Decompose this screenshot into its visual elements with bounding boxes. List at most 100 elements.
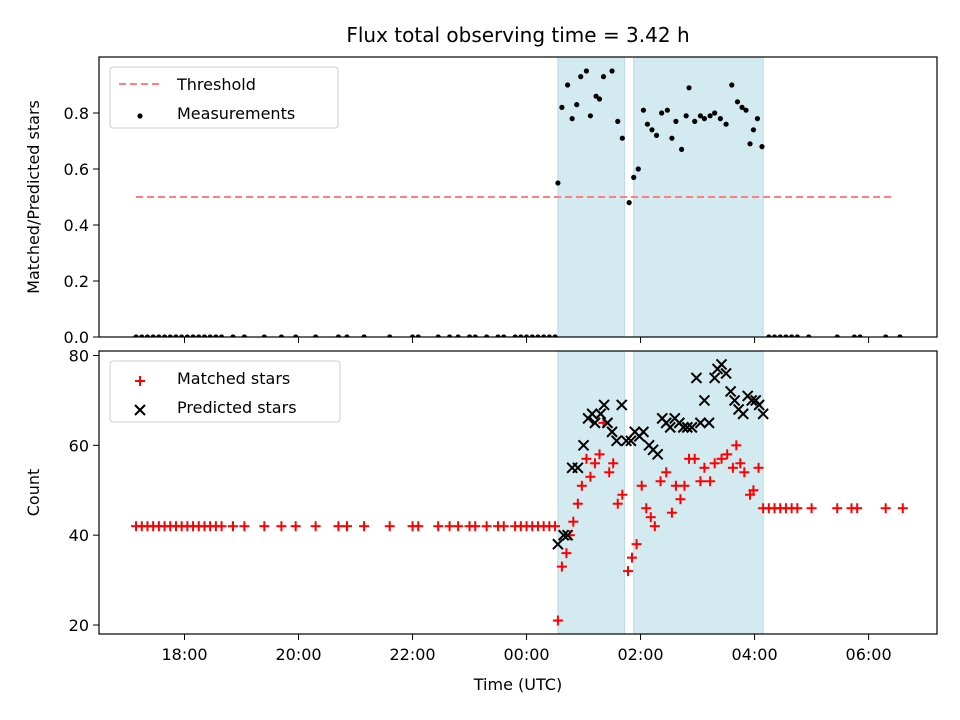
measurement-point [596,96,603,102]
measurement-point [559,104,565,110]
predicted-star-point [625,435,637,447]
predicted-star-point [737,408,749,420]
matched-star-point [576,480,587,491]
matched-star-point [655,476,666,487]
x-tick-label: 06:00 [846,645,892,664]
matched-star-point [216,521,227,532]
measurement-point [673,118,679,124]
x-axis-label: Time (UTC) [473,675,562,694]
measurement-point [313,334,319,337]
y-tick-label: 0.8 [64,104,89,123]
measurement-point [794,334,800,337]
matched-star-point [735,458,746,469]
measurement-point [712,110,718,116]
legend-marker-matched [135,376,145,386]
measurement-point [161,334,168,337]
measurement-point [213,334,219,337]
predicted-star-point [757,408,769,420]
measurement-point [196,334,202,337]
predicted-star-point [690,372,703,384]
measurement-point [897,334,903,337]
predicted-star-point [677,421,690,434]
measurement-point [743,107,749,113]
x-tick-label: 20:00 [275,645,321,664]
measurement-point [446,334,453,337]
matched-star-point [727,462,738,473]
shaded-interval-1 [633,350,764,635]
matched-star-point [670,480,681,491]
matched-star-point [239,521,250,532]
matched-star-point [333,521,344,532]
matched-star-point [880,503,891,514]
matched-star-point [359,521,370,532]
measurement-point [207,334,213,337]
measurement-point [501,334,507,337]
measurement-point [697,113,704,119]
predicted-star-point [664,421,676,434]
measurement-point [587,113,593,119]
predicted-star-point [606,426,618,438]
measurement-point [184,334,190,337]
y-tick-label: 0.2 [64,272,89,291]
measurement-point [512,334,518,337]
measurement-point [766,334,772,337]
matched-star-point [290,521,301,532]
matched-star-point [753,462,764,473]
measurement-point [555,180,561,186]
predicted-star-point [557,529,570,541]
legend-label: Predicted stars [177,398,297,417]
measurement-point [466,334,473,337]
measurement-point [640,107,647,113]
matched-star-point [498,521,509,532]
matched-star-point [604,467,615,478]
predicted-star-point [651,448,664,461]
matched-star-point [481,521,492,532]
measurement-point [600,74,607,80]
predicted-star-point [561,529,574,541]
predicted-star-point [681,421,694,434]
y-axis-label: Count [24,469,43,517]
measurement-point [707,113,713,119]
measurement-point [564,82,571,88]
predicted-star-point [586,408,598,420]
matched-star-point [627,552,638,563]
matched-star-point [695,476,706,487]
predicted-star-point [746,394,758,407]
measurement-point [190,334,196,337]
matched-star-point [792,503,803,514]
measurement-point [783,334,789,337]
measurement-point [415,334,421,337]
matched-star-point [413,521,424,532]
matched-star-point [806,503,817,514]
matched-star-point [709,458,720,469]
measurement-point [218,334,225,337]
measurement-point [455,334,461,337]
matched-star-point [589,458,600,469]
measurement-point [241,334,247,337]
measurement-point [156,334,162,337]
measurement-point [692,118,698,124]
matched-star-point [310,521,321,532]
matched-star-point [636,480,647,491]
matched-star-point [612,498,623,509]
legend-label: Matched stars [177,369,290,388]
measurement-point [683,113,689,119]
measurement-point [649,127,655,133]
matched-star-point [689,453,700,464]
measurement-point [679,146,685,152]
matched-star-point [552,615,563,626]
y-tick-label: 80 [69,346,89,365]
matched-star-point [661,467,672,478]
matched-star-point [227,521,238,532]
plot-area [131,358,908,626]
matched-star-point [444,521,455,532]
measurement-point [851,334,857,337]
matched-star-point [641,503,652,514]
measurement-point [569,116,575,122]
predicted-star-point [598,399,610,411]
matched-star-point [276,521,287,532]
plot-area [133,68,903,337]
measurement-point [626,200,632,206]
measurement-point [230,334,236,337]
